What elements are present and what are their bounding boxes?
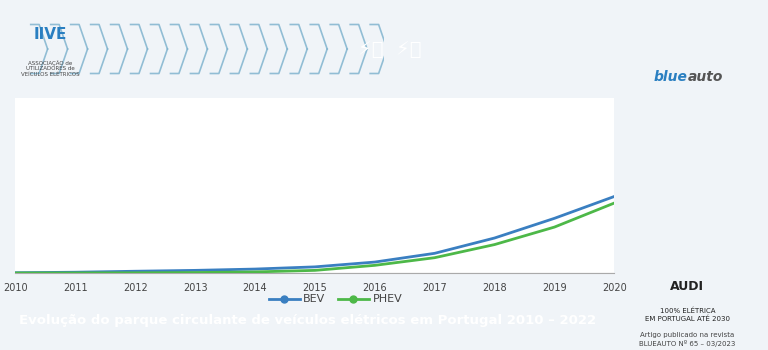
Text: auto: auto xyxy=(687,70,723,84)
Text: 100% ELÉTRICA
EM PORTUGAL ATÉ 2030: 100% ELÉTRICA EM PORTUGAL ATÉ 2030 xyxy=(645,308,730,322)
Text: BEV: BEV xyxy=(303,294,326,304)
Text: ASSOCIAÇÃO de
UTILIZADORES de
VEÍCULOS ELÉTRICOS: ASSOCIAÇÃO de UTILIZADORES de VEÍCULOS E… xyxy=(21,60,79,77)
Text: AUDI: AUDI xyxy=(670,280,704,294)
Text: IIVE: IIVE xyxy=(33,27,67,42)
Text: blue: blue xyxy=(654,70,687,84)
Text: ⚡🚗  ⚡🚌: ⚡🚗 ⚡🚌 xyxy=(358,41,422,60)
Text: Evolução do parque circulante de veículos elétricos em Portugal 2010 – 2022: Evolução do parque circulante de veículo… xyxy=(18,314,596,327)
Text: Artigo publicado na revista
BLUEAUTO Nº 65 – 03/2023: Artigo publicado na revista BLUEAUTO Nº … xyxy=(639,332,736,346)
Text: PHEV: PHEV xyxy=(372,294,402,304)
